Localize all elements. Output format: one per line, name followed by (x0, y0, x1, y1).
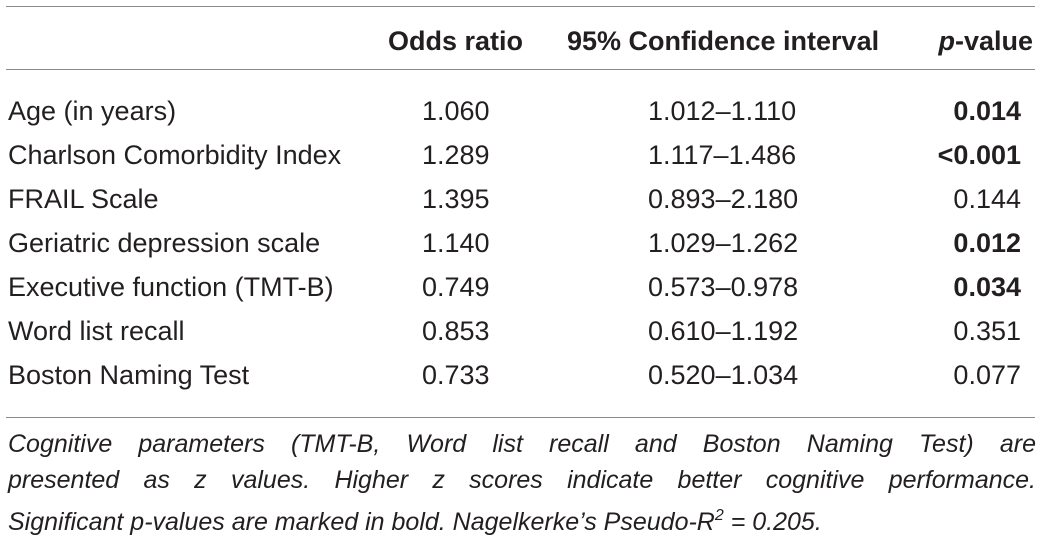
row-odds-ratio: 1.395 (422, 184, 490, 214)
table-row: Executive function (TMT-B) 0.749 0.573–0.9… (0, 272, 1041, 316)
row-confidence-interval: 1.029–1.262 (648, 228, 799, 258)
header-odds-ratio: Odds ratio (388, 26, 524, 56)
header-confidence-interval: 95% Confidence interval (567, 26, 880, 56)
table-row: FRAIL Scale 1.395 0.893–2.180 0.144 (0, 184, 1041, 228)
row-p-value: 0.351 (953, 316, 1021, 346)
table-top-rule (6, 6, 1035, 7)
row-odds-ratio: 0.733 (422, 360, 490, 390)
row-label: Executive function (TMT-B) (8, 272, 334, 302)
footnote-line-3-end: = 0.205. (723, 508, 822, 536)
row-label: FRAIL Scale (8, 184, 159, 214)
row-p-value: 0.034 (953, 272, 1021, 302)
row-label: Charlson Comorbidity Index (8, 140, 342, 170)
row-label: Boston Naming Test (8, 360, 250, 390)
row-confidence-interval: 0.520–1.034 (648, 360, 799, 390)
row-p-value: 0.012 (953, 228, 1021, 258)
row-label: Geriatric depression scale (8, 228, 321, 258)
header-p-suffix: -value (954, 26, 1033, 56)
row-odds-ratio: 0.749 (422, 272, 490, 302)
row-p-value: 0.144 (953, 184, 1021, 214)
header-p-value: p-value (938, 26, 1033, 57)
footnote-superscript: 2 (714, 507, 724, 524)
row-odds-ratio: 1.060 (422, 96, 490, 126)
row-label: Word list recall (8, 316, 185, 346)
row-p-value: <0.001 (937, 140, 1021, 170)
row-p-value: 0.014 (953, 96, 1021, 126)
row-p-value: 0.077 (953, 360, 1021, 390)
row-confidence-interval: 1.117–1.486 (648, 140, 797, 170)
footnote-line-1: Cognitive parameters (TMT-B, Word list r… (8, 430, 1036, 458)
table-header-rule (6, 69, 1035, 70)
header-p-italic: p (938, 26, 955, 56)
row-odds-ratio: 0.853 (422, 316, 490, 346)
row-label: Age (in years) (8, 96, 177, 126)
table-bottom-rule (6, 417, 1035, 418)
table-row: Geriatric depression scale 1.140 1.029–1.2… (0, 228, 1041, 272)
footnote-line-3: Significant p-values are marked in bold.… (8, 498, 1036, 540)
row-confidence-interval: 1.012–1.110 (648, 96, 797, 126)
table-footnote: Cognitive parameters (TMT-B, Word list r… (8, 426, 1036, 540)
row-confidence-interval: 0.893–2.180 (648, 184, 799, 214)
table-row: Age (in years) 1.060 1.012–1.110 0.014 (0, 96, 1041, 140)
row-confidence-interval: 0.573–0.978 (648, 272, 799, 302)
table-row: Word list recall 0.853 0.610–1.192 0.351 (0, 316, 1041, 360)
footnote-line-3-text: Significant p-values are marked in bold.… (8, 508, 715, 536)
footnote-line-2: presented as z values. Higher z scores i… (8, 466, 1036, 494)
row-odds-ratio: 1.289 (422, 140, 490, 170)
row-confidence-interval: 0.610–1.192 (648, 316, 799, 346)
table-row: Boston Naming Test 0.733 0.520–1.034 0.077 (0, 360, 1041, 404)
table-row: Charlson Comorbidity Index 1.289 1.117–1.4… (0, 140, 1041, 184)
row-odds-ratio: 1.140 (422, 228, 490, 258)
